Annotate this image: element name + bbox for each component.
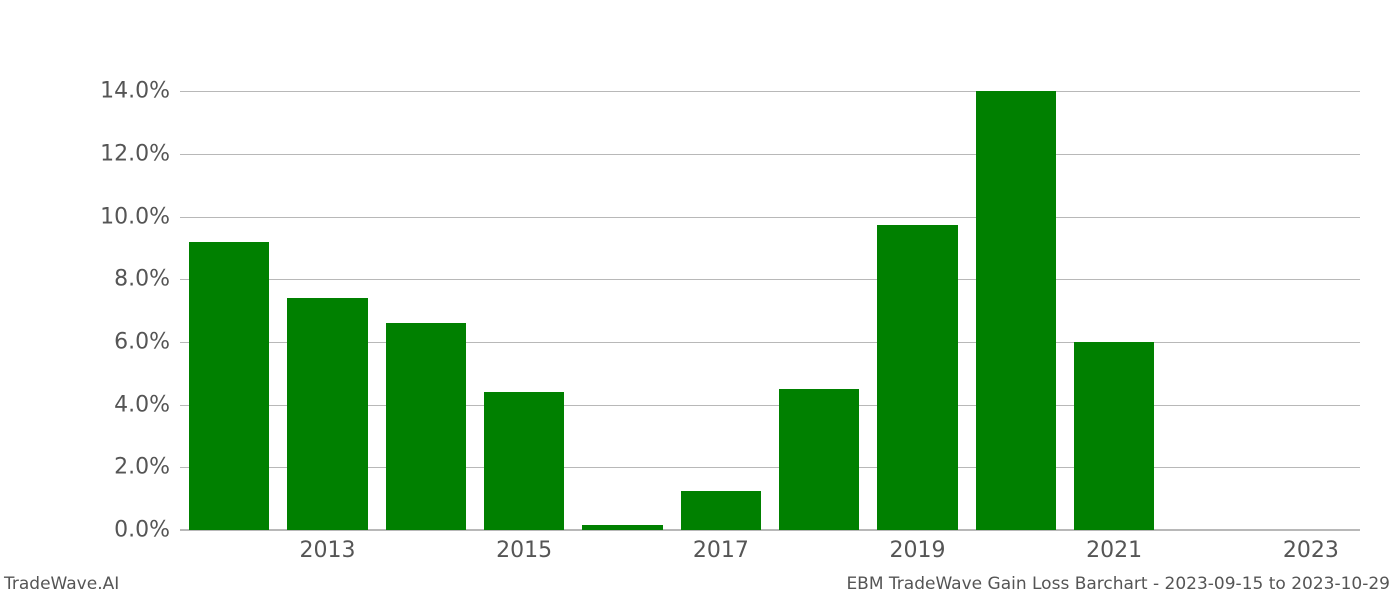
bar	[976, 91, 1057, 530]
y-tick-label: 10.0%	[100, 204, 170, 229]
x-tick-label: 2017	[693, 538, 749, 563]
y-gridline	[180, 217, 1360, 218]
y-tick-label: 4.0%	[114, 392, 170, 417]
bar	[582, 525, 663, 530]
bar	[1074, 342, 1155, 530]
bar	[779, 389, 860, 530]
footer-right-text: EBM TradeWave Gain Loss Barchart - 2023-…	[846, 574, 1390, 594]
y-tick-label: 0.0%	[114, 518, 170, 543]
bar	[189, 242, 270, 530]
x-tick-label: 2015	[496, 538, 552, 563]
y-tick-label: 14.0%	[100, 79, 170, 104]
y-gridline	[180, 154, 1360, 155]
bar	[287, 298, 368, 530]
y-tick-label: 8.0%	[114, 267, 170, 292]
y-tick-label: 12.0%	[100, 142, 170, 167]
y-gridline	[180, 279, 1360, 280]
bar	[386, 323, 467, 530]
plot-area: 0.0%2.0%4.0%6.0%8.0%10.0%12.0%14.0%20132…	[180, 60, 1360, 530]
bar	[681, 491, 762, 530]
x-tick-label: 2019	[890, 538, 946, 563]
y-tick-label: 6.0%	[114, 330, 170, 355]
y-gridline	[180, 530, 1360, 531]
x-tick-label: 2023	[1283, 538, 1339, 563]
y-gridline	[180, 91, 1360, 92]
bar	[877, 225, 958, 531]
bar	[484, 392, 565, 530]
chart-container: 0.0% 2.0% 4.0% 6.0% 8.0% 10.0% 12.0% 14.0% 2013 2…	[0, 0, 1400, 600]
x-tick-label: 2021	[1086, 538, 1142, 563]
y-tick-label: 2.0%	[114, 455, 170, 480]
x-tick-label: 2013	[300, 538, 356, 563]
footer-left-text: TradeWave.AI	[4, 574, 119, 594]
